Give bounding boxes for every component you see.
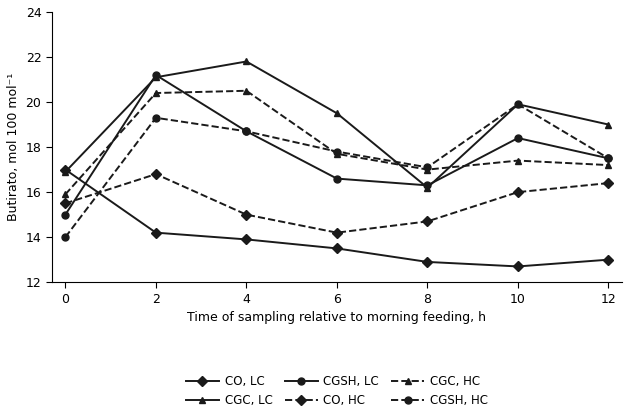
X-axis label: Time of sampling relative to morning feeding, h: Time of sampling relative to morning fee…	[187, 311, 486, 324]
Legend: CO, LC, CGC, LC, CGSH, LC, CO, HC, CGC, HC, CGSH, HC: CO, LC, CGC, LC, CGSH, LC, CO, HC, CGC, …	[180, 369, 494, 413]
Y-axis label: Butirato, mol 100 mol⁻¹: Butirato, mol 100 mol⁻¹	[7, 73, 20, 221]
